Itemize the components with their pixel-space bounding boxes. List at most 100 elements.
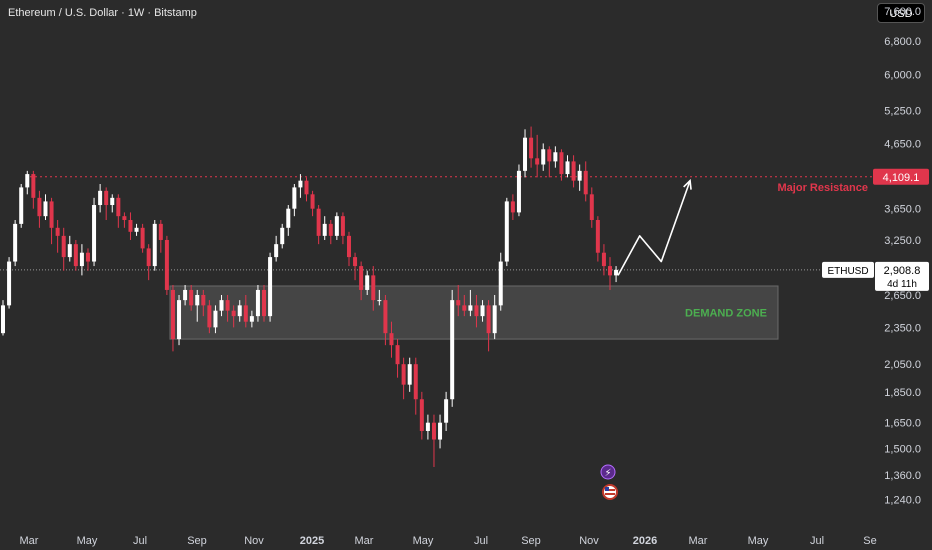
candle-body xyxy=(444,399,449,423)
candle-body xyxy=(504,201,509,262)
candle-body xyxy=(371,275,376,301)
candle-body xyxy=(498,261,503,306)
y-tick-label: 1,650.0 xyxy=(884,418,921,430)
candle-body xyxy=(280,227,285,245)
candle-body xyxy=(340,216,345,236)
candle-body xyxy=(183,289,188,301)
candle-body xyxy=(110,197,115,206)
candle-body xyxy=(98,190,103,206)
currency-button[interactable]: USD xyxy=(877,3,925,23)
flag-icon-stripe xyxy=(605,493,615,495)
candle-body xyxy=(164,239,169,290)
candle-body xyxy=(177,300,182,340)
y-tick-label: 5,250.0 xyxy=(884,106,921,118)
last-price-label: 2,908.8 xyxy=(884,265,921,277)
candle-body xyxy=(243,305,248,322)
y-tick-label: 2,650.0 xyxy=(884,290,921,302)
y-tick-label: 1,240.0 xyxy=(884,495,921,507)
candle-body xyxy=(462,305,467,311)
candle-body xyxy=(547,149,552,162)
y-tick-label: 1,500.0 xyxy=(884,443,921,455)
candle-body xyxy=(456,300,461,306)
candle-body xyxy=(377,300,382,302)
candle-body xyxy=(146,248,151,267)
candle-body xyxy=(231,310,236,317)
symbol-tag xyxy=(822,261,874,278)
y-tick-label: 2,050.0 xyxy=(884,359,921,371)
x-tick-label: Jul xyxy=(810,535,824,547)
candle-body xyxy=(152,223,157,267)
candle-body xyxy=(535,158,540,165)
candle-body xyxy=(13,223,18,262)
x-tick-label: May xyxy=(413,535,434,547)
candle-body xyxy=(559,152,564,175)
countdown-label: 4d 11h xyxy=(887,279,917,290)
y-tick-label: 1,360.0 xyxy=(884,470,921,482)
candle-body xyxy=(255,289,260,317)
candle-body xyxy=(346,235,351,258)
candle-body xyxy=(486,305,491,334)
candle-body xyxy=(413,364,418,400)
candle-body xyxy=(365,275,370,290)
candle-body xyxy=(480,305,485,317)
candle-body xyxy=(389,333,394,346)
symbol-tag-label: ETHUSD xyxy=(827,266,868,277)
candle-body xyxy=(565,161,570,175)
candle-body xyxy=(201,294,206,306)
candle-body xyxy=(225,300,230,311)
x-tick-label: Mar xyxy=(689,535,708,547)
resistance-price-tag xyxy=(873,168,929,185)
candle-body xyxy=(395,345,400,365)
x-tick-label: Sep xyxy=(521,535,541,547)
y-tick-label: 4,650.0 xyxy=(884,138,921,150)
candle-body xyxy=(158,223,163,240)
candle-body xyxy=(195,294,200,306)
flag-icon-stripe xyxy=(605,489,615,491)
candle-body xyxy=(529,137,534,159)
candle-body xyxy=(553,152,558,162)
chart-title: Ethereum / U.S. Dollar · 1W · Bitstamp xyxy=(8,7,197,19)
candle-body xyxy=(207,305,212,328)
x-tick-label: Mar xyxy=(20,535,39,547)
candle-body xyxy=(31,174,36,198)
lightning-icon: ⚡ xyxy=(604,468,611,479)
candle-body xyxy=(298,180,303,188)
candle-body xyxy=(1,305,5,334)
candle-body xyxy=(310,194,315,209)
candle-body xyxy=(104,190,109,206)
candle-body xyxy=(438,422,443,440)
y-tick-label: 6,000.0 xyxy=(884,70,921,82)
y-tick-label: 1,850.0 xyxy=(884,387,921,399)
candle-body xyxy=(474,305,479,317)
projection-arrowhead xyxy=(683,178,692,190)
y-tick-label: 3,650.0 xyxy=(884,204,921,216)
candle-body xyxy=(262,289,267,317)
candle-body xyxy=(419,399,424,431)
candle-body xyxy=(595,220,600,253)
candle-body xyxy=(334,216,339,236)
candle-body xyxy=(516,170,521,213)
candle-body xyxy=(401,364,406,385)
candle-body xyxy=(292,187,297,209)
candle-body xyxy=(140,227,145,249)
candle-body xyxy=(541,149,546,165)
x-tick-label: Mar xyxy=(355,535,374,547)
candle-body xyxy=(61,235,66,258)
candle-body xyxy=(25,174,30,188)
candle-body xyxy=(316,208,321,236)
candle-body xyxy=(353,257,358,267)
candle-body xyxy=(608,266,612,276)
candle-body xyxy=(249,316,254,322)
candle-body xyxy=(122,216,127,220)
demand-zone-label: DEMAND ZONE xyxy=(685,308,767,320)
resistance-label: Major Resistance xyxy=(778,182,868,194)
flag-icon-canton xyxy=(605,487,609,491)
x-tick-label: Nov xyxy=(579,535,599,547)
projection-path xyxy=(617,180,691,276)
candle-body xyxy=(359,266,364,290)
y-tick-label: 2,350.0 xyxy=(884,322,921,334)
x-tick-label: Sep xyxy=(187,535,207,547)
candle-body xyxy=(328,223,333,236)
x-tick-label: 2025 xyxy=(300,535,324,547)
